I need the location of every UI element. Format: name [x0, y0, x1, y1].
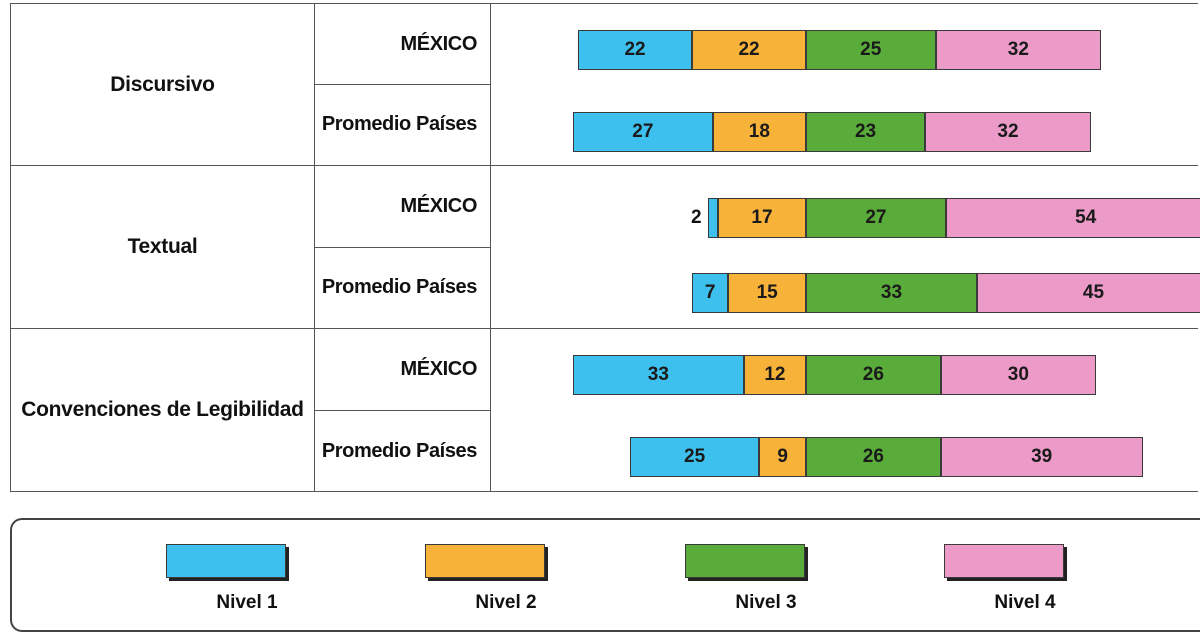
nivel-1-segment: 27: [572, 112, 713, 152]
nivel-3-segment: 26: [806, 437, 941, 477]
nivel-2-segment: 22: [692, 30, 806, 70]
nivel-1-segment: 7: [692, 273, 729, 313]
nivel-3-segment: 33: [806, 273, 977, 313]
nivel-4-segment: 32: [935, 30, 1102, 70]
nivel-4-segment: 39: [940, 437, 1143, 477]
chart-table: Discursivo Textual Convenciones de Legib…: [10, 3, 1200, 492]
legend-swatch: [425, 544, 545, 578]
legend: Nivel 1 Nivel 2 Nivel 3 Nivel 4: [10, 518, 1200, 632]
bar-row: 7 15 33 45: [491, 273, 1200, 313]
nivel-2-segment: 17: [717, 198, 806, 238]
nivel-1-segment: 33: [572, 355, 744, 395]
row-divider: [314, 84, 490, 85]
bar-row: 27 18 23 32: [491, 112, 1198, 152]
bar-row: 22 22 25 32: [491, 30, 1198, 70]
nivel-4-segment: 54: [945, 198, 1200, 238]
row-label: MÉXICO: [400, 32, 478, 55]
legend-label: Nivel 3: [735, 592, 797, 613]
category-label: Convenciones de Legibilidad: [21, 398, 304, 421]
legend-item-nivel-3: Nivel 3: [676, 520, 856, 630]
row-divider: [314, 410, 490, 411]
category-label: Textual: [127, 234, 198, 258]
nivel-2-segment: 12: [743, 355, 806, 395]
nivel-2-segment: 9: [759, 437, 806, 477]
legend-label: Nivel 1: [216, 592, 278, 613]
nivel-4-segment: 30: [940, 355, 1097, 395]
nivel-1-segment: 22: [578, 30, 693, 70]
legend-item-nivel-4: Nivel 4: [935, 520, 1115, 630]
nivel-2-segment: 18: [712, 112, 806, 152]
bar-row: 33 12 26 30: [491, 355, 1198, 395]
row-divider: [314, 247, 490, 248]
nivel-1-segment: 25: [629, 437, 760, 477]
bar-row: 25 9 26 39: [491, 437, 1198, 477]
row-label: MÉXICO: [400, 357, 478, 380]
legend-label: Nivel 4: [994, 592, 1056, 613]
nivel-3-segment: 25: [806, 30, 936, 70]
group-divider: [11, 165, 1198, 166]
bar-row: 2 17 27 54: [491, 198, 1200, 238]
data-label: 2: [691, 207, 702, 228]
legend-swatch: [685, 544, 805, 578]
row-label: Promedio Países: [321, 276, 478, 298]
legend-swatch: [166, 544, 286, 578]
legend-label: Nivel 2: [475, 592, 537, 613]
column-divider: [490, 4, 491, 491]
group-divider: [11, 328, 1198, 329]
row-label: MÉXICO: [400, 194, 478, 217]
category-label: Discursivo: [110, 72, 215, 96]
nivel-4-segment: 32: [925, 112, 1091, 152]
nivel-3-segment: 23: [806, 112, 926, 152]
nivel-3-segment: 27: [806, 198, 946, 238]
row-label: Promedio Países: [321, 113, 478, 135]
nivel-2-segment: 15: [728, 273, 806, 313]
legend-item-nivel-2: Nivel 2: [416, 520, 596, 630]
nivel-4-segment: 45: [976, 273, 1200, 313]
row-label: Promedio Países: [321, 439, 478, 462]
nivel-1-segment: [707, 198, 718, 238]
nivel-3-segment: 26: [806, 355, 941, 395]
legend-item-nivel-1: Nivel 1: [157, 520, 337, 630]
legend-swatch: [944, 544, 1064, 578]
plot-area: 22 22 25 32 27 18 23 32 2 17 27 54 7 15 33 45 33 12 26 30 25…: [491, 4, 1200, 491]
